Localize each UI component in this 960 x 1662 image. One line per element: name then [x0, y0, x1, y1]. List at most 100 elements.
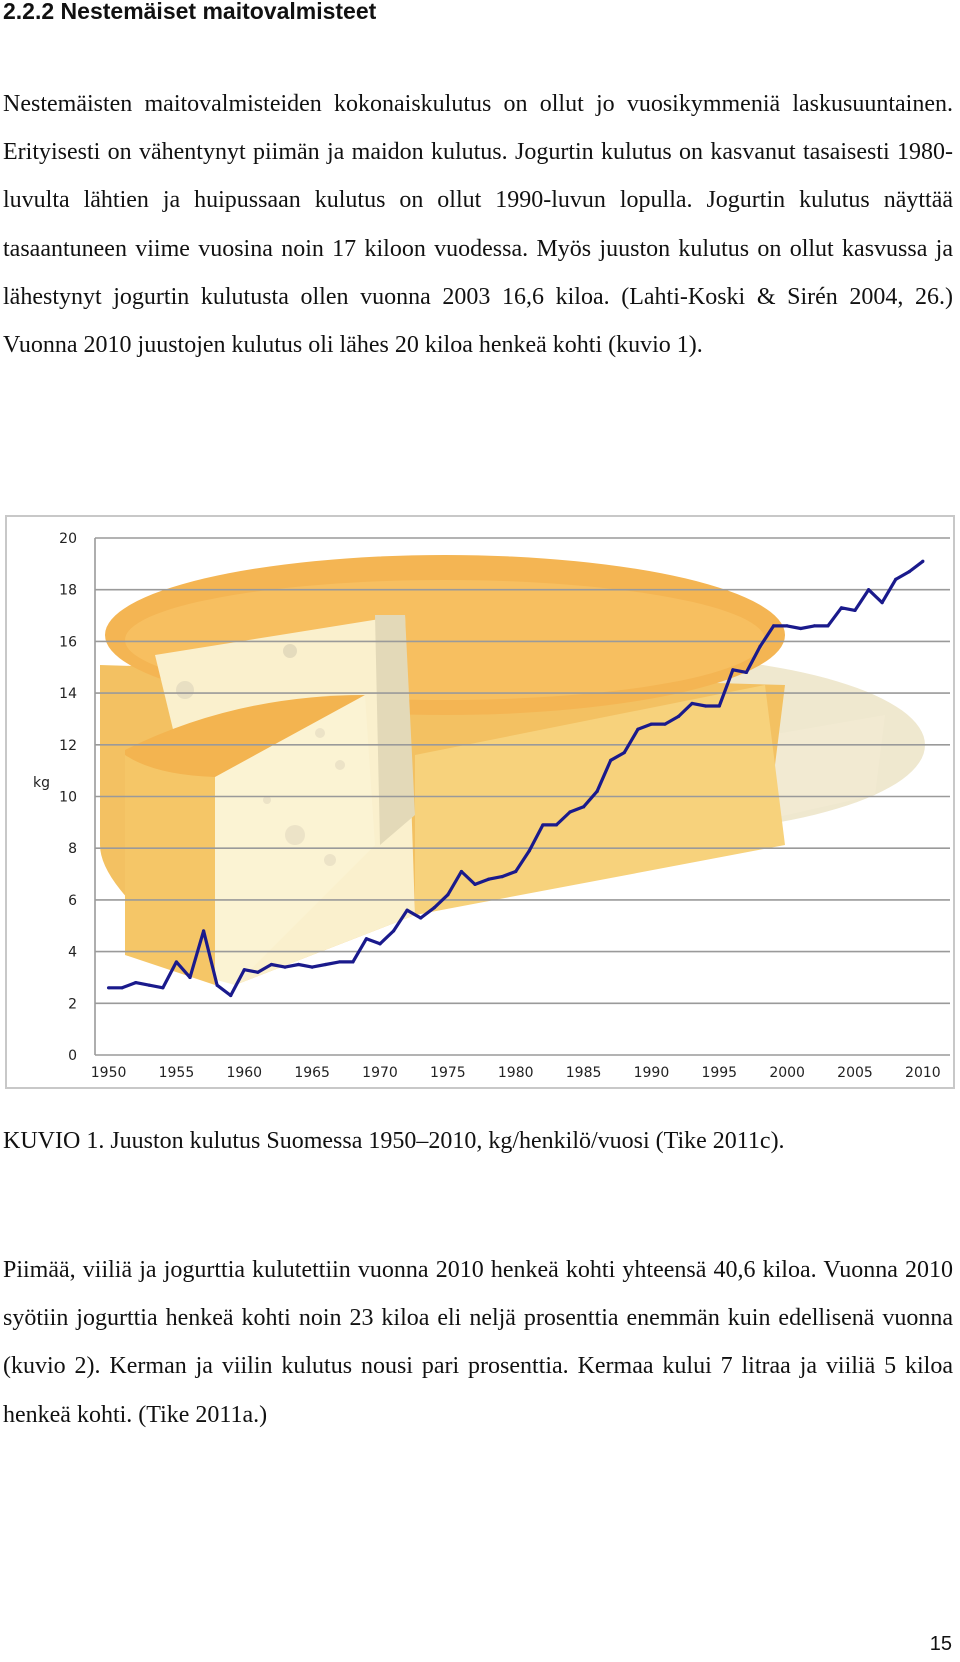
data-point — [324, 962, 328, 967]
section-heading: 2.2.2 Nestemäiset maitovalmisteet — [3, 0, 377, 24]
data-point — [731, 668, 735, 672]
series-layer — [106, 559, 925, 998]
x-tick-label: 1965 — [294, 1065, 330, 1081]
cheese-front-wedge-rind — [125, 755, 215, 985]
data-point — [622, 750, 626, 755]
data-point — [676, 714, 681, 718]
data-point — [581, 805, 586, 809]
gridlines — [95, 537, 950, 1056]
data-point — [174, 960, 179, 964]
data-point — [812, 624, 816, 628]
data-point — [459, 869, 464, 874]
data-point — [310, 965, 314, 969]
cheese-hole — [315, 728, 325, 738]
data-point — [120, 986, 124, 990]
cheese-hole — [176, 681, 194, 699]
y-tick-label: 12 — [59, 738, 77, 754]
y-tick-label: 16 — [59, 634, 77, 650]
data-point — [541, 823, 545, 827]
x-tick-label: 1980 — [498, 1065, 534, 1081]
y-tick-label: 2 — [68, 996, 77, 1012]
y-tick-label: 6 — [68, 893, 77, 909]
cheese-front-wedge-top — [125, 695, 365, 777]
data-point — [391, 929, 396, 933]
data-point — [269, 962, 274, 967]
y-tick-label: 10 — [59, 790, 77, 806]
data-point — [419, 916, 423, 920]
data-point — [229, 993, 233, 998]
y-tick-label: 14 — [59, 686, 77, 702]
data-point — [215, 983, 219, 987]
y-tick-label: 18 — [59, 583, 77, 599]
data-point — [894, 577, 898, 581]
data-point — [785, 624, 789, 628]
data-point — [405, 908, 409, 912]
cheese-background-image — [100, 555, 925, 985]
data-point — [134, 981, 138, 985]
x-tick-label: 2000 — [769, 1065, 805, 1081]
data-point — [690, 701, 694, 706]
data-point — [758, 644, 762, 649]
data-point — [826, 624, 830, 628]
data-point — [839, 606, 844, 610]
x-tick-label: 2005 — [837, 1065, 873, 1081]
data-point — [744, 670, 749, 675]
cheese-hole — [263, 796, 271, 804]
data-point — [527, 849, 531, 853]
data-point — [147, 983, 151, 987]
paragraph-1: Nestemäisten maitovalmisteiden kokonaisk… — [3, 91, 953, 359]
data-point — [378, 942, 382, 946]
cheese-hole — [335, 760, 345, 770]
data-point — [514, 869, 518, 874]
data-point — [201, 929, 206, 933]
data-point — [351, 960, 355, 964]
x-tick-label: 1950 — [91, 1065, 127, 1081]
y-tick-label: 20 — [59, 531, 77, 547]
y-tick-label: 0 — [68, 1048, 77, 1064]
data-point — [432, 906, 436, 910]
y-tick-label: 4 — [68, 945, 77, 961]
data-point — [907, 570, 911, 574]
cheese-wedge-shadow — [375, 615, 415, 845]
data-point — [880, 601, 884, 605]
data-point — [106, 986, 111, 990]
data-point — [921, 559, 925, 563]
cheese-hole — [283, 644, 297, 658]
data-point — [473, 882, 477, 886]
data-point — [799, 626, 803, 631]
x-tick-label: 1990 — [634, 1065, 670, 1081]
data-point — [771, 624, 776, 628]
cheese-hole — [324, 854, 336, 866]
data-point — [663, 722, 667, 726]
data-point — [568, 810, 572, 814]
x-tick-label: 1970 — [362, 1065, 398, 1081]
y-axis-label: kg — [33, 775, 50, 791]
data-point — [256, 970, 260, 974]
data-point — [649, 722, 654, 726]
chart-svg: 0 2 4 6 8 10 12 14 16 18 20 1950 1955 1960 1965 1970 197… — [5, 515, 955, 1089]
x-tick-label: 1955 — [159, 1065, 195, 1081]
data-point — [188, 975, 192, 980]
data-point — [704, 704, 708, 708]
data-point — [446, 893, 450, 897]
data-point — [486, 877, 491, 881]
data-point — [296, 962, 301, 967]
data-point — [500, 875, 504, 879]
data-point — [242, 968, 246, 972]
x-tick-label: 1960 — [226, 1065, 262, 1081]
data-point — [853, 608, 857, 612]
data-point — [283, 965, 287, 969]
data-point — [364, 937, 369, 941]
paragraph-2: Piimää, viiliä ja jogurttia kulutettiin … — [3, 1257, 953, 1428]
x-tick-label: 1995 — [701, 1065, 737, 1081]
axes: 0 2 4 6 8 10 12 14 16 18 20 1950 1955 1960 1965 1970 197… — [59, 531, 941, 1081]
data-point — [554, 823, 559, 827]
figure-caption: KUVIO 1. Juuston kulutus Suomessa 1950–2… — [3, 1128, 785, 1154]
x-tick-label: 1975 — [430, 1065, 466, 1081]
data-point — [161, 986, 165, 990]
y-tick-label: 8 — [68, 841, 77, 857]
data-point — [717, 704, 721, 708]
cheese-hole — [285, 825, 305, 845]
page-number: 15 — [929, 1633, 952, 1655]
cheese-consumption-chart: 0 2 4 6 8 10 12 14 16 18 20 1950 1955 1960 1965 1970 197… — [5, 515, 955, 1089]
